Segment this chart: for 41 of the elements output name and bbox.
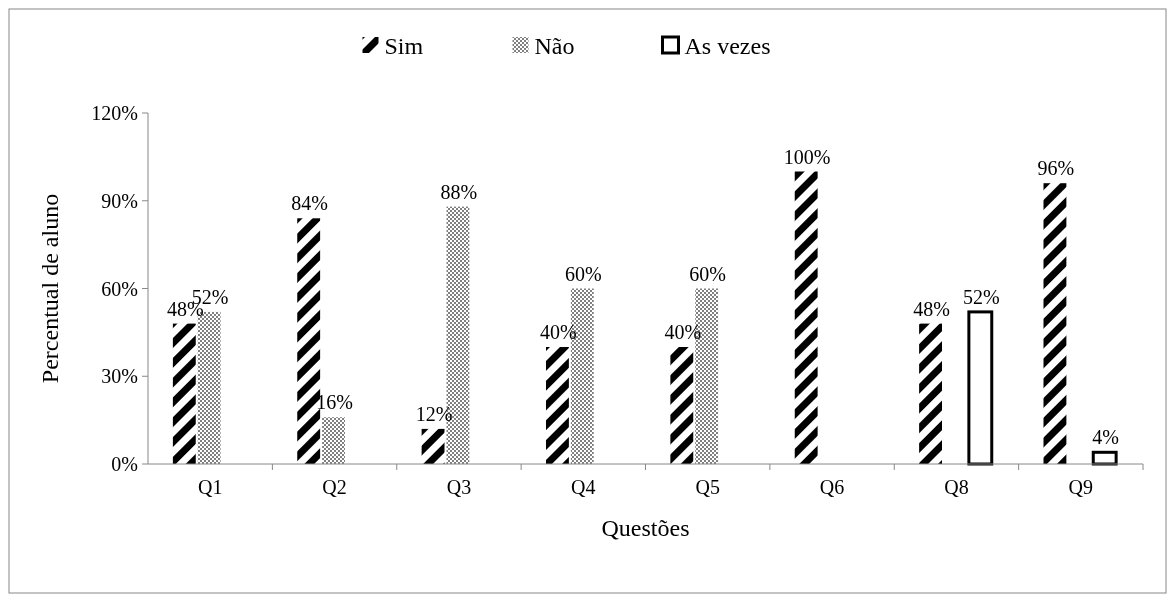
y-tick-label: 60% (101, 277, 138, 300)
data-label: 40% (664, 321, 702, 343)
data-label: 60% (689, 262, 727, 285)
x-tick-label: Q3 (446, 476, 472, 498)
bar (1091, 450, 1118, 466)
y-tick-label: 120% (91, 102, 138, 124)
data-label: 100% (783, 145, 831, 168)
x-tick-label: Q1 (197, 476, 223, 498)
legend-label: As vezes (684, 33, 771, 60)
bar (546, 347, 569, 464)
x-tick-label: Q5 (695, 476, 720, 498)
bar (421, 428, 445, 464)
bar (967, 310, 994, 466)
data-label: 48% (913, 297, 950, 320)
x-tick-label: Q4 (571, 476, 596, 498)
y-tick-label: 0% (111, 453, 138, 475)
x-tick-label: Q2 (322, 476, 347, 498)
data-label: 52% (962, 285, 1000, 308)
data-label: 60% (564, 262, 602, 285)
data-label: 4% (1092, 426, 1120, 449)
bar (794, 171, 818, 464)
legend-label: Não (534, 33, 575, 60)
y-tick-label: 30% (101, 365, 138, 388)
bar (919, 323, 942, 464)
data-label: 96% (1037, 157, 1075, 180)
bar (322, 417, 345, 464)
bar (1043, 183, 1067, 464)
data-label: 84% (291, 192, 329, 215)
bar (670, 347, 694, 464)
x-tick-label: Q6 (819, 476, 845, 498)
data-label: 16% (316, 391, 353, 414)
data-label: 12% (415, 402, 453, 425)
bar (172, 323, 196, 464)
x-tick-label: Q8 (944, 476, 969, 498)
x-axis-title: Questões (601, 515, 690, 541)
y-axis-title: Percentual de aluno (37, 193, 63, 384)
y-tick-label: 90% (101, 189, 138, 212)
legend-label: Sim (384, 33, 424, 60)
data-label: 40% (540, 321, 577, 343)
x-tick-label: Q9 (1068, 476, 1094, 498)
data-label: 88% (440, 180, 478, 203)
